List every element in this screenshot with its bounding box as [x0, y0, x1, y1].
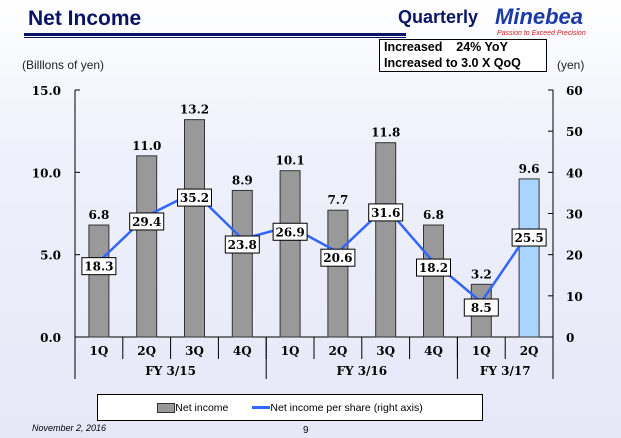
eps-value-label: 20.6 — [323, 251, 352, 265]
bar-value-label: 6.8 — [88, 208, 109, 222]
page-number: 9 — [303, 425, 309, 436]
eps-label-box — [81, 257, 117, 276]
eps-line — [98, 190, 531, 304]
right-axis-unit: (yen) — [557, 58, 585, 72]
bar — [518, 178, 540, 338]
bar-value-label: 11.0 — [132, 139, 161, 153]
bar-value-label: 3.2 — [471, 267, 492, 281]
bar-value-label: 8.9 — [232, 173, 253, 187]
eps-label-box — [416, 258, 451, 277]
legend-item-eps: Net income per share (right axis) — [252, 402, 423, 414]
eps-value-label: 8.5 — [471, 301, 492, 315]
bar — [375, 142, 397, 338]
right-tick-label: 10 — [566, 290, 583, 304]
right-tick-label: 30 — [566, 208, 583, 222]
category-label: 1Q — [89, 344, 108, 358]
left-tick-label: 0.0 — [40, 331, 61, 345]
bar — [327, 209, 349, 338]
bar — [88, 224, 110, 338]
category-label: 2Q — [520, 344, 539, 358]
bar — [136, 155, 158, 338]
logo-tagline: Passion to Exceed Precision — [497, 30, 586, 37]
left-tick-label: 15.0 — [32, 84, 61, 98]
bar — [184, 119, 205, 338]
eps-value-label: 25.5 — [514, 231, 543, 245]
right-tick-label: 0 — [566, 331, 574, 345]
category-label: 3Q — [185, 344, 204, 358]
category-label: 1Q — [281, 344, 300, 358]
eps-label-box — [368, 203, 404, 222]
company-logo: Minebea — [495, 4, 584, 29]
right-tick-label: 60 — [566, 84, 583, 98]
bar-value-label: 7.7 — [327, 193, 348, 207]
group-label: FY 3/16 — [336, 364, 387, 378]
left-tick-label: 10.0 — [32, 166, 61, 180]
eps-label-box — [511, 228, 547, 247]
eps-value-label: 23.8 — [228, 238, 257, 252]
eps-value-label: 18.3 — [84, 260, 113, 274]
right-tick-label: 20 — [566, 249, 583, 263]
bar — [279, 170, 301, 338]
bar-value-label: 9.6 — [519, 162, 540, 176]
category-label: 3Q — [376, 344, 395, 358]
eps-label-box — [320, 248, 356, 267]
category-label: 4Q — [233, 344, 252, 358]
eps-value-label: 31.6 — [371, 206, 400, 220]
legend-item-net-income: Net income — [157, 402, 228, 414]
eps-label-box — [272, 222, 308, 241]
left-axis-unit: (Billlons of yen) — [22, 58, 105, 72]
bar — [231, 189, 253, 338]
eps-value-label: 26.9 — [275, 225, 304, 239]
line-marker-icon — [252, 406, 271, 410]
bar-value-label: 11.8 — [371, 126, 400, 140]
left-tick-label: 5.0 — [40, 249, 61, 263]
eps-value-label: 29.4 — [132, 215, 161, 229]
category-label: 4Q — [424, 344, 443, 358]
eps-value-label: 18.2 — [419, 261, 448, 275]
group-label: FY 3/15 — [145, 364, 196, 378]
title-rule-thin — [24, 37, 406, 38]
callout-box: Increased 24% YoY Increased to 3.0 X QoQ — [379, 39, 547, 72]
footer-date: November 2, 2016 — [32, 423, 107, 433]
title-rule — [24, 33, 406, 36]
eps-label-box — [177, 188, 212, 207]
bar-value-label: 13.2 — [180, 103, 209, 117]
eps-label-box — [224, 235, 260, 254]
section-label: Quarterly — [398, 7, 479, 27]
eps-label-box — [463, 298, 499, 317]
bar-value-label: 6.8 — [423, 208, 444, 222]
right-tick-label: 40 — [566, 166, 583, 180]
category-label: 2Q — [137, 344, 156, 358]
callout-line-2: Increased to 3.0 X QoQ — [384, 55, 521, 70]
chart-legend: Net income Net income per share (right a… — [97, 394, 483, 421]
eps-label-box — [129, 212, 165, 231]
bar-swatch-icon — [157, 402, 176, 413]
callout-line-1: Increased 24% YoY — [384, 40, 508, 54]
category-label: 1Q — [472, 344, 491, 358]
category-label: 2Q — [328, 344, 347, 358]
bar-value-label: 10.1 — [275, 154, 304, 168]
right-tick-label: 50 — [566, 125, 583, 139]
page-title: Net Income — [28, 7, 142, 30]
bar — [423, 224, 444, 338]
group-label: FY 3/17 — [480, 364, 531, 378]
eps-value-label: 35.2 — [180, 191, 209, 205]
